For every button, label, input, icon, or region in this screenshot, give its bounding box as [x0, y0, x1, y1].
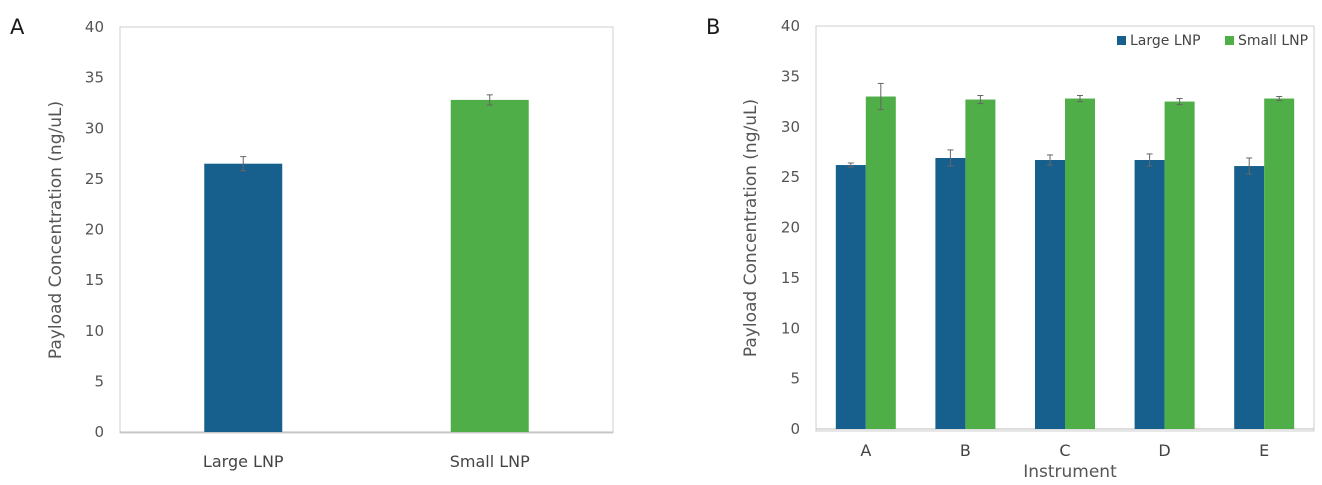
panel-b-y-tick-label: 5 [790, 370, 800, 388]
panel-a-y-tick-label: 10 [85, 322, 104, 340]
panel-b-y-tick-label: 30 [781, 118, 800, 136]
panel-a-bar [204, 163, 283, 432]
panel-b-y-axis-title: Payload Concentration (ng/uL) [741, 99, 761, 357]
panel-b-legend: Large LNP Small LNP [1117, 33, 1308, 49]
panel-b-y-tick-label: 20 [781, 219, 800, 237]
panel-b-bar [835, 165, 866, 429]
panel-a-label: A [10, 15, 25, 39]
panel-b-plot-frame [815, 25, 1315, 432]
panel-b-bar [965, 99, 996, 430]
panel-b-category-labels: A B C D E [860, 441, 1269, 460]
panel-b-bar [935, 157, 966, 430]
panel-b-y-tick-label: 25 [781, 168, 800, 186]
panel-b-legend-label: Small LNP [1238, 33, 1308, 49]
panel-b-y-tick-label: 0 [790, 420, 800, 438]
panel-b-label: B [706, 15, 720, 39]
panel-b-y-ticks: 0 5 10 15 20 25 30 35 40 [781, 17, 800, 438]
panel-a-y-tick-label: 0 [94, 423, 104, 441]
panel-a-y-ticks: 0 5 10 15 20 25 30 35 40 [85, 18, 104, 441]
panel-a-category-label: Small LNP [450, 452, 530, 471]
panel-a-y-axis-title: Payload Concentration (ng/uL) [46, 101, 66, 359]
panel-a-plot-frame [119, 26, 614, 434]
panel-b-y-tick-label: 40 [781, 17, 800, 35]
panel-a-y-tick-label: 5 [94, 372, 104, 390]
panel-b-bar [1134, 159, 1165, 429]
panel-b-x-axis-title: Instrument [1023, 462, 1117, 482]
panel-a-bars [204, 94, 529, 433]
panel-a-y-tick-label: 25 [85, 170, 104, 188]
panel-b-bar [1264, 98, 1295, 429]
panel-b-legend-swatch [1117, 36, 1126, 45]
panel-a-category-label: Large LNP [203, 452, 284, 471]
panel-a-y-tick-label: 40 [85, 18, 104, 36]
panel-b-category-label: E [1259, 441, 1269, 460]
panel-a-bar [450, 99, 529, 433]
panel-b-bar [1035, 159, 1065, 429]
panel-b-bars [835, 82, 1295, 430]
panel-b-y-tick-label: 10 [781, 319, 800, 337]
panel-b-bar [1234, 166, 1265, 430]
panel-a-y-tick-label: 20 [85, 221, 104, 239]
panel-a-y-tick-label: 15 [85, 271, 104, 289]
panel-b-y-tick-label: 15 [781, 269, 800, 287]
panel-b-category-label: D [1158, 441, 1170, 460]
panel-a-category-labels: Large LNP Small LNP [203, 452, 530, 471]
panel-b: B Payload Concentration (ng/uL) Instrume… [706, 15, 1315, 482]
panel-b-bar [1164, 101, 1195, 429]
panel-a-y-tick-label: 30 [85, 119, 104, 137]
panel-b-legend-label: Large LNP [1130, 33, 1201, 49]
panel-b-category-label: A [860, 441, 871, 460]
panel-b-category-label: C [1059, 441, 1070, 460]
panel-b-legend-swatch [1225, 36, 1234, 45]
panel-a: A Payload Concentration (ng/uL) 0 5 10 15 20… [10, 15, 614, 471]
panel-b-bar [1065, 98, 1095, 429]
panel-b-bar [865, 96, 896, 430]
panel-a-y-tick-label: 35 [85, 69, 104, 87]
panel-b-y-tick-label: 35 [781, 67, 800, 85]
panel-b-category-label: B [960, 441, 971, 460]
